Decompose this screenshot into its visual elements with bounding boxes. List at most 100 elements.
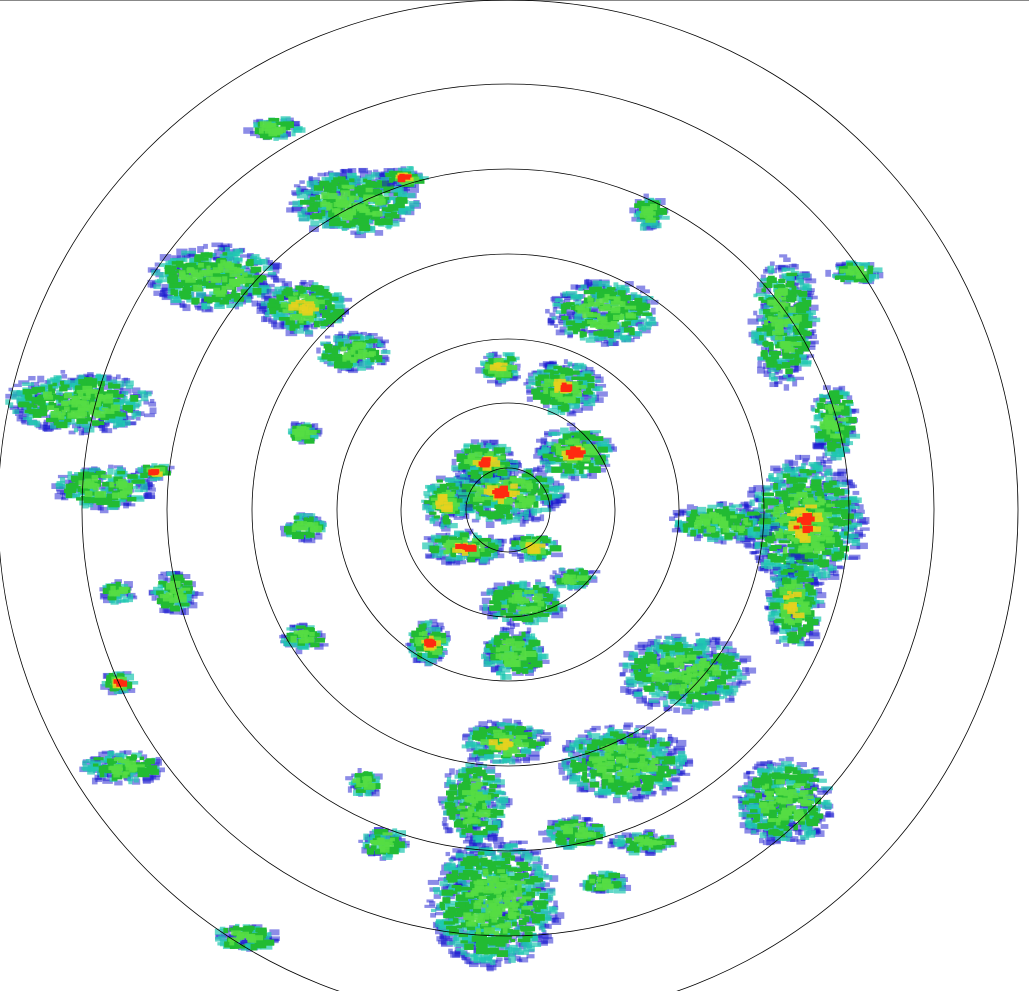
echo-pixel — [134, 496, 145, 502]
echo-pixel — [316, 347, 321, 354]
echo-pixel — [489, 546, 495, 553]
echo-pixel — [171, 265, 177, 271]
echo-pixel — [309, 317, 314, 323]
echo-pixel — [566, 322, 577, 329]
echo-pixel — [495, 544, 504, 551]
echo-pixel — [551, 403, 561, 409]
echo-pixel — [70, 392, 82, 397]
echo-pixel — [395, 197, 401, 204]
echo-pixel — [361, 345, 373, 350]
echo-pixel — [590, 293, 602, 299]
echo-pixel — [224, 939, 229, 944]
echo-pixel — [324, 354, 334, 358]
echo-pixel — [566, 411, 577, 417]
echo-pixel — [549, 457, 560, 462]
echo-pixel — [123, 377, 129, 383]
echo-pixel — [341, 201, 352, 207]
echo-pixel — [327, 190, 337, 194]
echo-pixel — [105, 677, 113, 683]
echo-pixel — [390, 170, 400, 175]
echo-pixel — [551, 316, 557, 320]
echo-pixel — [541, 476, 554, 482]
echo-pixel — [96, 376, 101, 384]
echo-pixel — [494, 488, 505, 494]
echo-pixel — [226, 284, 235, 290]
echo-pixel — [531, 516, 541, 521]
echo-pixel — [214, 298, 221, 303]
echo-pixel — [303, 324, 309, 332]
echo-pixel — [321, 353, 329, 360]
echo-pixel — [362, 358, 370, 362]
echo-pixel — [102, 588, 111, 595]
echo-pixel — [70, 380, 79, 388]
echo-pixel — [253, 122, 260, 128]
echo-pixel — [527, 372, 534, 378]
echo-cell — [100, 671, 139, 696]
echo-pixel — [516, 478, 526, 484]
echo-pixel — [496, 507, 504, 512]
echo-pixel — [158, 463, 170, 468]
echo-pixel — [310, 186, 316, 192]
echo-pixel — [66, 410, 73, 415]
echo-pixel — [469, 550, 480, 557]
echo-pixel — [555, 461, 562, 465]
echo-pixel — [73, 427, 79, 433]
echo-pixel — [562, 364, 571, 370]
echo-pixel — [229, 944, 239, 949]
echo-pixel — [610, 320, 617, 328]
echo-pixel — [636, 285, 646, 290]
echo-pixel — [98, 476, 104, 484]
echo-pixel — [480, 477, 492, 483]
echo-cell — [545, 278, 659, 347]
precipitation-echoes — [5, 116, 884, 972]
echo-pixel — [547, 364, 559, 372]
echo-pixel — [582, 303, 591, 308]
echo-pixel — [75, 385, 87, 391]
echo-pixel — [137, 390, 146, 394]
echo-pixel — [383, 191, 390, 196]
echo-pixel — [588, 466, 601, 473]
echo-pixel — [396, 197, 408, 204]
echo-pixel — [161, 294, 172, 301]
echo-pixel — [585, 387, 592, 392]
echo-pixel — [333, 308, 345, 315]
echo-pixel — [393, 167, 403, 173]
echo-pixel — [315, 194, 321, 201]
echo-pixel — [462, 513, 470, 519]
echo-pixel — [474, 451, 483, 458]
echo-pixel — [122, 381, 128, 387]
echo-pixel — [457, 537, 463, 542]
echo-pixel — [583, 289, 596, 295]
echo-pixel — [110, 379, 118, 386]
echo-pixel — [459, 483, 472, 488]
echo-pixel — [635, 305, 646, 311]
echo-pixel — [593, 331, 605, 335]
echo-pixel — [492, 351, 498, 356]
echo-pixel — [311, 285, 323, 292]
echo-pixel — [376, 340, 382, 348]
echo-pixel — [542, 484, 550, 488]
echo-pixel — [494, 493, 505, 499]
echo-pixel — [479, 442, 491, 449]
echo-pixel — [242, 277, 255, 283]
echo-pixel — [598, 280, 610, 287]
echo-pixel — [82, 395, 91, 400]
echo-pixel — [580, 457, 591, 462]
echo-pixel — [144, 759, 152, 766]
echo-pixel — [74, 378, 79, 383]
echo-pixel — [600, 341, 610, 347]
echo-pixel — [53, 408, 59, 412]
echo-pixel — [489, 364, 497, 371]
echo-pixel — [122, 395, 128, 400]
echo-pixel — [550, 321, 555, 326]
echo-pixel — [292, 200, 302, 208]
echo-pixel — [77, 412, 86, 419]
echo-pixel — [222, 276, 228, 283]
echo-pixel — [78, 378, 87, 385]
echo-pixel — [431, 553, 442, 558]
echo-pixel — [349, 178, 355, 183]
echo-pixel — [304, 301, 315, 305]
echo-pixel — [131, 387, 141, 393]
echo-pixel — [76, 425, 82, 431]
echo-pixel — [56, 375, 62, 382]
